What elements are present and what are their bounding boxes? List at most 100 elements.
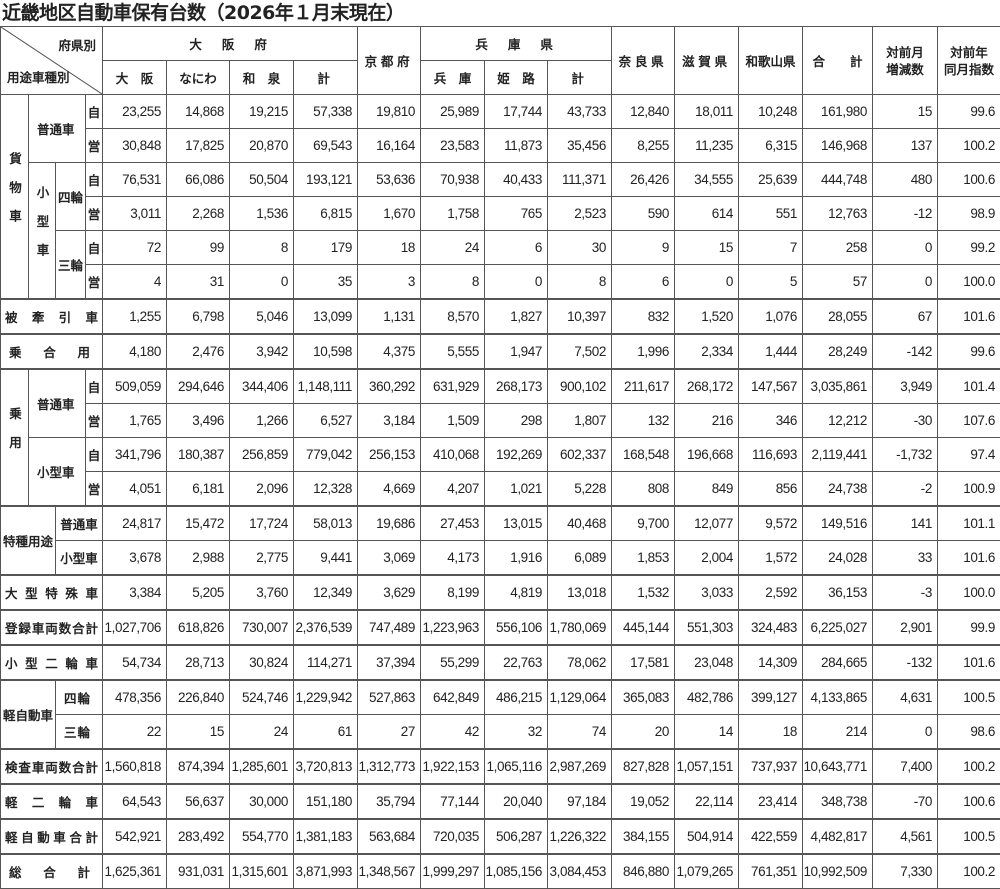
table-cell: 0 [230,265,294,300]
table-cell: 9,441 [294,541,358,576]
table-cell: 24,817 [103,506,167,541]
table-cell: 4,051 [103,472,167,507]
table-cell: 4,669 [358,472,421,507]
table-cell: 1,572 [739,541,803,576]
table-cell: 856 [739,472,803,507]
table-cell: 524,746 [230,680,294,715]
header-hyogo-hyogo: 兵 庫 [421,61,485,95]
row-label: 普通車 [29,369,86,438]
table-cell: 137 [873,129,938,163]
table-cell: 1,922,153 [421,749,485,784]
table-cell: 27,453 [421,506,485,541]
table-cell: 5,046 [230,299,294,334]
row-label: 自 [86,163,103,197]
row-label: 営 [86,472,103,507]
table-cell: 30,000 [230,784,294,819]
row-label: 軽自動車 [1,680,56,749]
table-cell: 22 [103,715,167,750]
table-cell: 3,084,453 [548,854,612,889]
row-label: 自 [86,95,103,129]
table-cell: 1,827 [485,299,548,334]
table-cell: 4,133,865 [803,680,873,715]
table-cell: 4,375 [358,334,421,369]
table-cell: 294,646 [167,369,230,404]
table-cell: 2,987,269 [548,749,612,784]
table-cell: 53,636 [358,163,421,197]
table-cell: 3,069 [358,541,421,576]
table-cell: 19,810 [358,95,421,129]
table-cell: 14,868 [167,95,230,129]
header-year-index: 対前年 同月指数 [938,27,1000,95]
table-cell: 8 [421,265,485,300]
table-cell: 35 [294,265,358,300]
table-cell: 1,520 [675,299,739,334]
table-cell: 1,285,601 [230,749,294,784]
table-cell: 4,631 [873,680,938,715]
table-cell: 66,086 [167,163,230,197]
header-total: 合 計 [803,27,873,95]
corner-prefecture-label: 府県別 [58,35,96,54]
table-cell: 3,629 [358,575,421,610]
table-cell: 179 [294,231,358,265]
table-cell: 6,527 [294,404,358,438]
table-cell: -1,732 [873,438,938,472]
table-cell: 25,989 [421,95,485,129]
table-cell: -70 [873,784,938,819]
table-cell: 35,794 [358,784,421,819]
table-cell: 161,980 [803,95,873,129]
table-cell: 7,330 [873,854,938,889]
table-cell: 1,255 [103,299,167,334]
table-cell: 3 [358,265,421,300]
table-cell: 542,921 [103,819,167,854]
table-cell: 20,040 [485,784,548,819]
table-cell: 360,292 [358,369,421,404]
table-cell: 64,543 [103,784,167,819]
table-cell: 101.6 [938,541,1000,576]
table-cell: 4,173 [421,541,485,576]
row-label: 乗用 [1,369,29,506]
table-cell: 101.6 [938,299,1000,334]
table-cell: 11,873 [485,129,548,163]
header-osaka-izumi: 和 泉 [230,61,294,95]
table-cell: 192,269 [485,438,548,472]
table-cell: 12,840 [612,95,675,129]
table-cell: 216 [675,404,739,438]
table-cell: 931,031 [167,854,230,889]
table-cell: 17,724 [230,506,294,541]
header-corner: 府県別 用途車種別 [1,27,103,95]
row-label: 乗合用 [1,334,103,369]
table-cell: 100.6 [938,163,1000,197]
table-cell: 346 [739,404,803,438]
row-label: 小型車 [29,438,86,507]
table-cell: 283,492 [167,819,230,854]
table-cell: 6 [612,265,675,300]
table-cell: 554,770 [230,819,294,854]
table-cell: 101.6 [938,645,1000,680]
table-cell: 54,734 [103,645,167,680]
table-cell: 3,949 [873,369,938,404]
table-cell: 720,035 [421,819,485,854]
table-cell: 40,468 [548,506,612,541]
table-cell: 23,414 [739,784,803,819]
page-title: 近畿地区自動車保有台数（2026年１月末現在） [0,0,1000,26]
table-cell: 74 [548,715,612,750]
row-label: 自 [86,438,103,472]
table-cell: 5,228 [548,472,612,507]
table-cell: 33 [873,541,938,576]
table-cell: 765 [485,197,548,231]
table-cell: 1,148,111 [294,369,358,404]
table-cell: 3,760 [230,575,294,610]
table-cell: 78,062 [548,645,612,680]
table-cell: 20 [612,715,675,750]
table-cell: 17,581 [612,645,675,680]
table-cell: 17,744 [485,95,548,129]
row-label: 営 [86,197,103,231]
row-label: 小型車 [29,163,56,300]
table-cell: 58,013 [294,506,358,541]
